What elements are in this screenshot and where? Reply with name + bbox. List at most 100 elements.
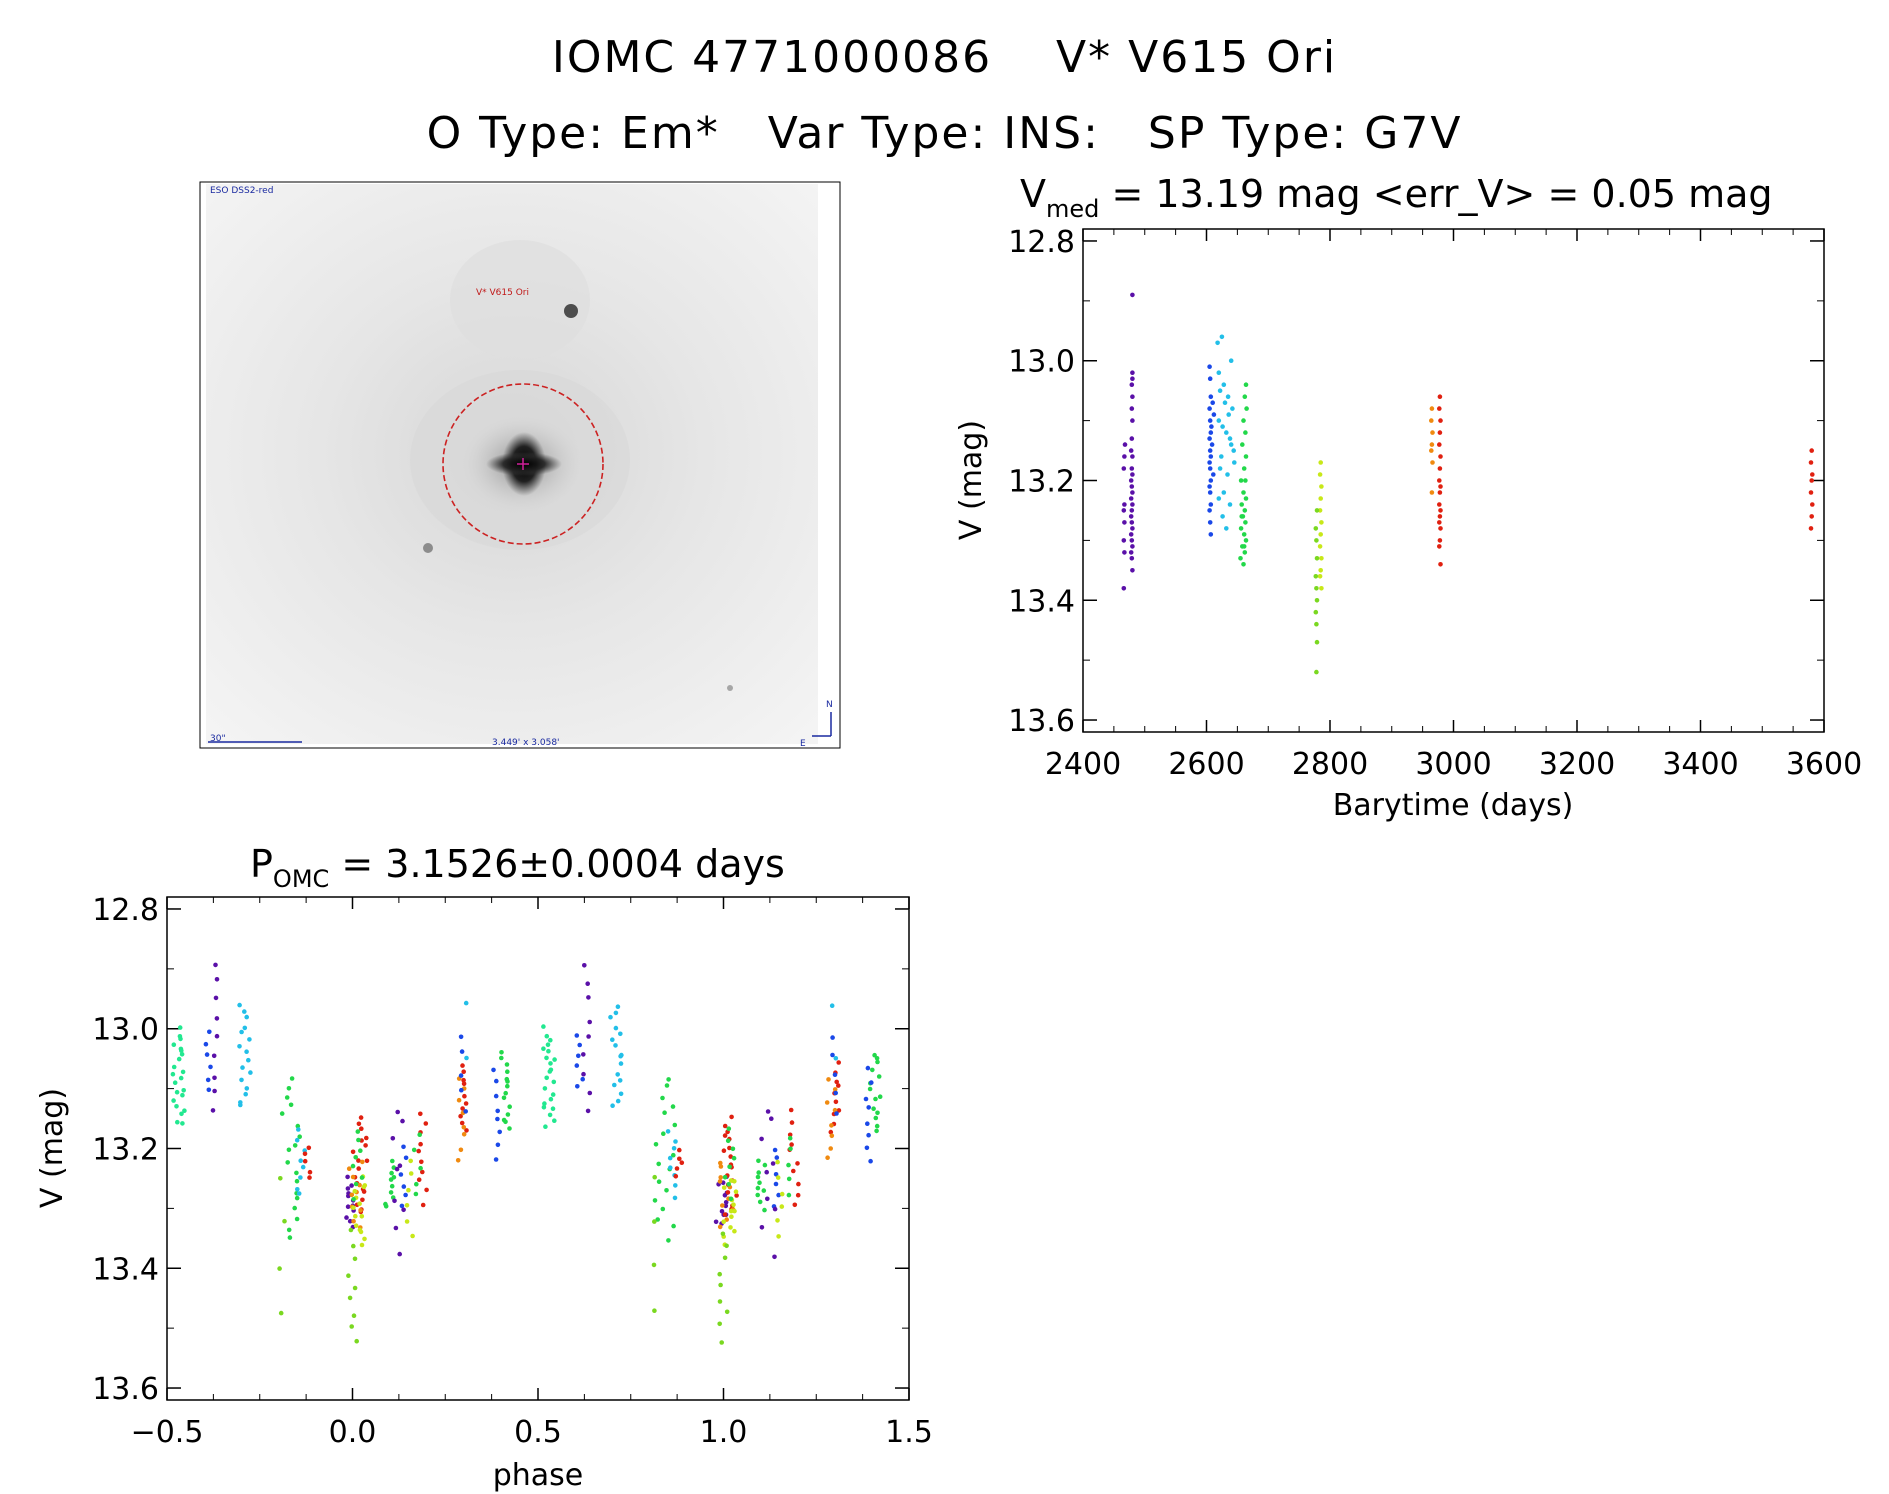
lightcurve-point (1207, 484, 1212, 489)
phase-point (170, 1071, 176, 1077)
y-tick-label: 12.8 (1008, 225, 1075, 260)
phase-point (351, 1218, 356, 1224)
phase-point (673, 1183, 678, 1188)
lightcurve-point (1243, 496, 1249, 501)
phase-point (349, 1192, 355, 1198)
phase-point (505, 1083, 510, 1089)
lightcurve-point (1130, 376, 1135, 382)
phase-point (416, 1177, 422, 1182)
lightcurve-point (1429, 406, 1435, 411)
phase-point (499, 1055, 504, 1061)
phase-point (541, 1046, 546, 1051)
phase-point (652, 1219, 657, 1224)
phase-point (866, 1105, 871, 1110)
phase-point (728, 1208, 734, 1214)
lightcurve-point (1122, 442, 1128, 447)
phase-point (458, 1073, 464, 1078)
lightcurve-point (1209, 442, 1215, 447)
lightcurve-point (1241, 490, 1246, 495)
phase-point (212, 1075, 217, 1081)
phase-point (661, 1131, 666, 1136)
phase-point (772, 1206, 778, 1212)
lightcurve-point (1437, 442, 1442, 447)
phase-point (834, 1111, 839, 1116)
phase-point (727, 1145, 732, 1151)
phase-point (618, 1053, 623, 1059)
phase-point (542, 1101, 547, 1106)
lightcurve-point (1129, 484, 1135, 489)
phase-point (204, 1052, 210, 1057)
phase-axes-frame (166, 896, 910, 1401)
lightcurve-point (1225, 472, 1230, 477)
lightcurve-point (1216, 496, 1222, 501)
phase-point (787, 1132, 793, 1138)
lightcurve-point (1215, 340, 1220, 346)
phase-point (722, 1193, 728, 1198)
spectral-type: SP Type: G7V (1147, 108, 1463, 159)
phase-point (503, 1119, 508, 1125)
lightcurve-point (1232, 460, 1237, 465)
lightcurve-point (1318, 568, 1323, 573)
x-tick-label: 2800 (1292, 747, 1368, 782)
lightcurve-point (1243, 454, 1249, 459)
phase-point (786, 1162, 791, 1168)
phase-point (717, 1271, 722, 1277)
lightcurve-point (1228, 442, 1234, 447)
figure-title-line2: O Type: Em* Var Type: INS: SP Type: G7V (0, 108, 1889, 159)
phase-point (460, 1106, 465, 1111)
phase-point (360, 1197, 365, 1203)
lightcurve-point (1808, 460, 1814, 465)
phase-point (459, 1120, 465, 1126)
target-label: V* V615 Ori (476, 288, 529, 298)
phase-point (765, 1109, 771, 1114)
lightcurve-point (1128, 550, 1134, 555)
lightcurve-xlabel: Barytime (days) (1333, 788, 1574, 823)
phase-point (244, 1086, 250, 1091)
y-tick-label: 12.8 (92, 893, 159, 928)
phase-point (359, 1214, 365, 1219)
lightcurve-point (1437, 520, 1442, 525)
phase-point (349, 1183, 354, 1188)
phase-point (673, 1139, 678, 1144)
lightcurve-point (1438, 484, 1443, 489)
phase-point (505, 1112, 511, 1117)
phase-point (672, 1195, 678, 1201)
phase-point (353, 1155, 359, 1160)
lightcurve-point (1437, 394, 1443, 400)
phase-point (830, 1052, 835, 1058)
phase-point (666, 1238, 671, 1243)
phase-point (401, 1184, 407, 1189)
field-star (564, 304, 578, 318)
lightcurve-point (1317, 472, 1323, 477)
phase-point (244, 1014, 249, 1020)
scale-label: 30" (210, 734, 226, 744)
y-tick-label: 13.4 (92, 1252, 159, 1287)
phase-point (653, 1142, 659, 1147)
phase-point (550, 1106, 556, 1111)
phase-point (210, 1108, 216, 1113)
phase-point (731, 1202, 736, 1207)
phase-point (757, 1180, 762, 1185)
variability-type: Var Type: INS: (767, 108, 1100, 159)
phase-point (673, 1174, 679, 1179)
sky-image-panel: ESO DSS2-red V* V615 Ori 30" 3.449' x 3.… (199, 181, 841, 749)
figure-title-line1: IOMC 4771000086 V* V615 Ori (0, 32, 1889, 83)
phase-point (732, 1179, 737, 1184)
lightcurve-point (1129, 406, 1135, 411)
lightcurve-point (1129, 556, 1135, 561)
phase-point (240, 1065, 245, 1070)
phase-point (361, 1184, 367, 1190)
phase-point (359, 1126, 364, 1131)
phase-point (351, 1205, 356, 1211)
phase-point (670, 1104, 676, 1109)
phase-point (717, 1321, 722, 1327)
phase-point (656, 1161, 661, 1167)
phase-point (874, 1123, 880, 1129)
lightcurve-point (1437, 544, 1442, 549)
phase-point (615, 1072, 620, 1077)
phase-point (830, 1035, 835, 1040)
phase-point (877, 1094, 883, 1099)
phase-point (717, 1179, 723, 1184)
phase-point (756, 1170, 761, 1175)
phase-point (796, 1181, 801, 1187)
